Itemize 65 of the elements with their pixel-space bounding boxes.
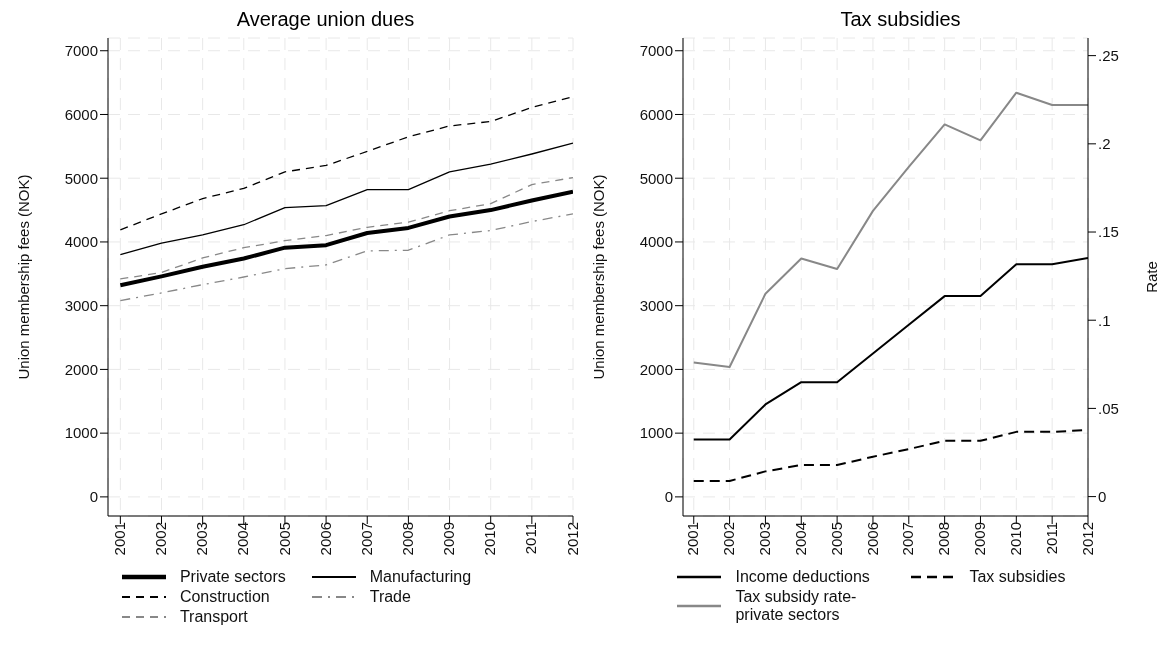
y-tick-label: 2000 (639, 360, 673, 378)
x-tick-label: 2003 (756, 522, 774, 556)
x-tick-label: 2008 (399, 522, 417, 556)
y-tick-label: 0 (664, 488, 673, 506)
x-tick-label: 2001 (684, 522, 702, 556)
chart-title: Average union dues (235, 8, 416, 32)
legend-label: Private sectors (179, 568, 286, 586)
legend-label: Income deductions (735, 568, 870, 586)
y2-tick-label: .05 (1098, 399, 1119, 417)
x-tick-label: 2006 (316, 522, 334, 556)
y2-tick-label: 0 (1098, 487, 1107, 505)
y-tick-label: 7000 (639, 42, 673, 60)
chart-title: Tax subsidies (839, 8, 962, 32)
y-tick-label: 4000 (64, 233, 98, 251)
line-series (119, 95, 573, 231)
line-series (119, 142, 573, 256)
x-tick-label: 2002 (152, 522, 170, 556)
y-tick-label: 3000 (639, 297, 673, 315)
line-series (119, 213, 573, 302)
y-tick-label: 1000 (64, 424, 98, 442)
x-tick-label: 2010 (1006, 522, 1024, 556)
x-tick-label: 2012 (563, 522, 581, 556)
x-tick-label: 2004 (234, 522, 252, 556)
line-series (119, 176, 573, 280)
legend-label: Construction (179, 588, 270, 606)
line-series (692, 91, 1088, 368)
x-tick-label: 2011 (1042, 522, 1060, 555)
y-tick-label: 1000 (639, 424, 673, 442)
y-axis-title: Union membership fees (NOK) (15, 174, 33, 380)
y-tick-label: 5000 (639, 169, 673, 187)
y-tick-label: 4000 (639, 233, 673, 251)
x-tick-label: 2001 (111, 522, 128, 556)
legend-label: Trade (369, 588, 411, 606)
legend-label: Transport (179, 608, 248, 626)
y-tick-label: 0 (89, 488, 98, 506)
x-tick-label: 2009 (971, 522, 989, 556)
x-tick-label: 2010 (481, 522, 499, 556)
y-tick-label: 3000 (64, 297, 98, 315)
x-tick-label: 2005 (275, 522, 293, 556)
legend-label: Manufacturing (369, 568, 472, 586)
legend-label: Tax subsidies (969, 568, 1066, 586)
x-tick-label: 2004 (791, 522, 809, 556)
y2-axis-title: Rate (1143, 261, 1161, 293)
x-tick-label: 2006 (863, 522, 881, 556)
x-tick-label: 2011 (522, 522, 540, 555)
y-axis-title: Union membership fees (NOK) (590, 174, 608, 380)
y-tick-label: 2000 (64, 360, 98, 378)
y2-tick-label: .2 (1098, 135, 1111, 153)
y-tick-label: 7000 (64, 42, 98, 60)
x-tick-label: 2005 (827, 522, 845, 556)
y-tick-label: 6000 (64, 105, 98, 123)
x-tick-label: 2012 (1078, 522, 1096, 556)
line-series (118, 189, 573, 288)
y-tick-label: 6000 (639, 105, 673, 123)
y2-tick-label: .1 (1098, 311, 1111, 329)
x-tick-label: 2009 (440, 522, 458, 556)
y2-tick-label: .25 (1098, 46, 1119, 64)
x-tick-label: 2003 (193, 522, 211, 556)
y2-tick-label: .15 (1098, 223, 1119, 241)
y-tick-label: 5000 (64, 169, 98, 187)
legend-label: Tax subsidy rate-private sectors (735, 588, 858, 624)
x-tick-label: 2007 (899, 522, 917, 556)
x-tick-label: 2002 (720, 522, 738, 556)
x-tick-label: 2007 (357, 522, 375, 556)
x-tick-label: 2008 (935, 522, 953, 556)
